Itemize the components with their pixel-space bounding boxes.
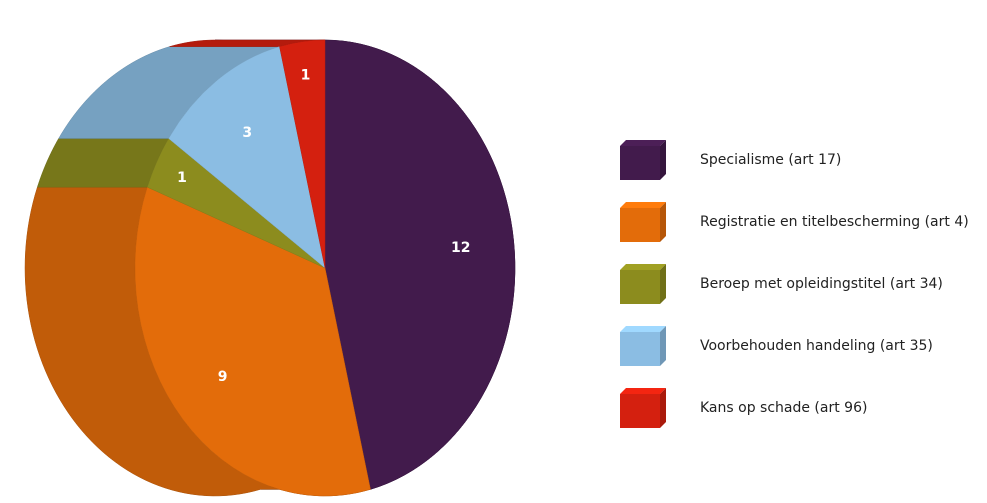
slice bbox=[168, 46, 326, 269]
legend-label: Voorbehouden handeling (art 35) bbox=[700, 338, 933, 354]
slice bbox=[324, 39, 516, 490]
legend-swatch-top bbox=[620, 326, 666, 332]
legend-label: Registratie en titelbescherming (art 4) bbox=[700, 214, 969, 230]
legend-swatch bbox=[620, 208, 660, 242]
value-label: 12 bbox=[451, 240, 470, 256]
legend-swatch-side bbox=[660, 140, 666, 180]
legend-swatch-side bbox=[660, 202, 666, 242]
value-label: 9 bbox=[218, 369, 228, 385]
legend-swatch-side bbox=[660, 326, 666, 366]
slice-side bbox=[37, 138, 170, 188]
legend-swatch-side bbox=[660, 264, 666, 304]
legend-swatch bbox=[620, 394, 660, 428]
legend-swatch-top bbox=[620, 264, 666, 270]
legend-label: Beroep met opleidingstitel (art 34) bbox=[700, 276, 943, 292]
slice bbox=[134, 186, 371, 497]
legend-swatch-top bbox=[620, 388, 666, 394]
legend-swatch-top bbox=[620, 202, 666, 208]
legend-swatch-side bbox=[660, 388, 666, 428]
slice bbox=[279, 39, 326, 269]
legend-label: Kans op schade (art 96) bbox=[700, 400, 867, 416]
value-label: 1 bbox=[177, 170, 187, 186]
legend-swatch-top bbox=[620, 140, 666, 146]
legend-swatch bbox=[620, 270, 660, 304]
legend-label: Specialisme (art 17) bbox=[700, 152, 841, 168]
value-label: 3 bbox=[242, 125, 252, 141]
value-label: 1 bbox=[301, 68, 311, 84]
legend-swatch bbox=[620, 146, 660, 180]
legend-swatch bbox=[620, 332, 660, 366]
